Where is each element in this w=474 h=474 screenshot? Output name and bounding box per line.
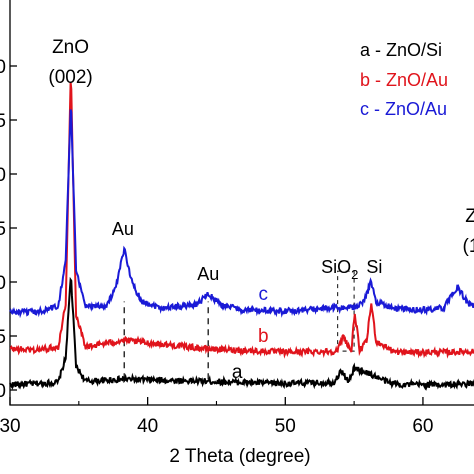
series-line-c xyxy=(9,109,474,319)
sio2-bracket xyxy=(337,270,355,352)
y-tick-label-2: .0 xyxy=(0,273,6,294)
x-tick-label-3: 60 xyxy=(412,416,433,437)
series-line-b xyxy=(9,82,474,359)
ticks-layer: 30 40 50 60 .0 .5 .0 .5 .0 .5 .0 xyxy=(0,57,434,437)
annotation-5: Si xyxy=(366,257,382,277)
legend-entry-c: c - ZnO/Au xyxy=(360,99,447,119)
x-axis-label: 2 Theta (degree) xyxy=(169,446,310,467)
legend-entry-b: b - ZnO/Au xyxy=(360,70,448,90)
series-label-c: c xyxy=(259,284,269,305)
y-tick-label-3: .5 xyxy=(0,219,6,240)
x-tick-label-2: 50 xyxy=(275,416,296,437)
x-tick-label-1: 40 xyxy=(137,416,158,437)
plot-frame xyxy=(9,0,474,406)
legend-entry-a: a - ZnO/Si xyxy=(360,40,442,60)
annotation-3: Au xyxy=(197,264,219,284)
annotation-4-main: SiO xyxy=(321,257,351,277)
y-tick-label-5: .5 xyxy=(0,111,6,132)
annotation-4: SiO2 xyxy=(321,257,358,282)
y-tick-label-0: .0 xyxy=(0,381,6,402)
series-label-a: a xyxy=(232,362,243,383)
annotation-2: Au xyxy=(112,219,134,239)
annotation-7: (1 xyxy=(463,236,474,257)
x-tick-label-0: 30 xyxy=(0,416,21,437)
series-line-a xyxy=(9,276,474,391)
series-layer xyxy=(9,82,474,391)
annotation-0: ZnO xyxy=(52,37,89,58)
annotation-4-sub: 2 xyxy=(351,267,358,282)
legend: a - ZnO/Si b - ZnO/Au c - ZnO/Au xyxy=(360,40,448,119)
series-label-b: b xyxy=(258,326,269,347)
y-tick-label-1: .5 xyxy=(0,327,6,348)
y-tick-label-4: .0 xyxy=(0,165,6,186)
annotation-1: (002) xyxy=(48,67,92,88)
y-tick-label-6: .0 xyxy=(0,57,6,78)
annotations-layer: ZnO (002) Au Au SiO2 Si Z (1 abc xyxy=(48,37,474,383)
annotation-6: Z xyxy=(465,206,474,227)
